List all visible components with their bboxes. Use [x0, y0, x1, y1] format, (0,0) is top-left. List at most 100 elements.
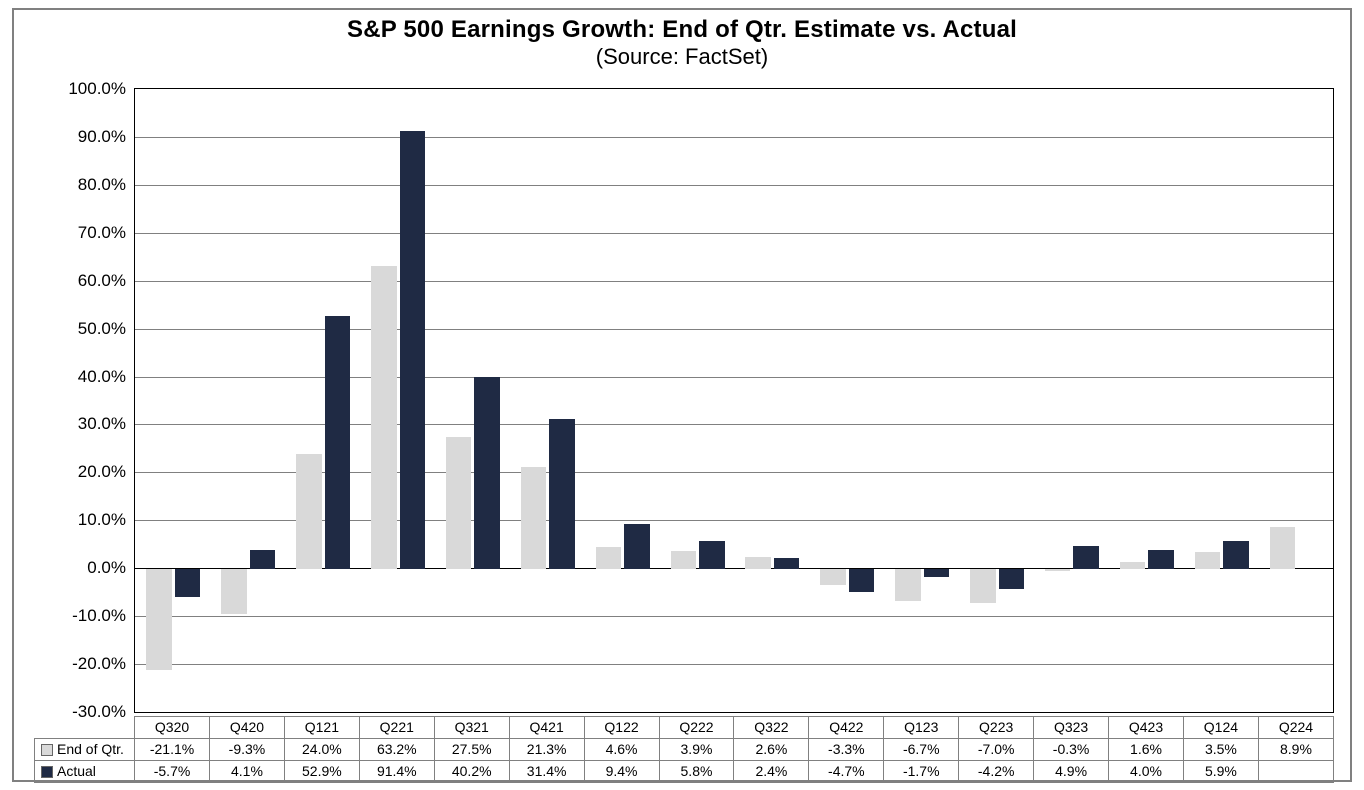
- gridline: [135, 377, 1333, 378]
- y-tick-label: 30.0%: [36, 414, 126, 434]
- data-cell: [1258, 761, 1333, 783]
- table-row: Actual-5.7%4.1%52.9%91.4%40.2%31.4%9.4%5…: [35, 761, 1334, 783]
- category-label: Q224: [1258, 717, 1333, 739]
- gridline: [135, 233, 1333, 234]
- y-tick-label: 40.0%: [36, 367, 126, 387]
- data-cell: -7.0%: [959, 739, 1034, 761]
- y-tick-label: 60.0%: [36, 271, 126, 291]
- category-label: Q423: [1109, 717, 1184, 739]
- data-cell: 1.6%: [1109, 739, 1184, 761]
- data-cell: 8.9%: [1258, 739, 1333, 761]
- bar-end-of-qtr-: [521, 467, 546, 569]
- data-cell: 2.4%: [734, 761, 809, 783]
- bar-end-of-qtr-: [970, 569, 995, 603]
- gridline: [135, 329, 1333, 330]
- bar-actual: [1148, 550, 1173, 569]
- data-cell: 4.1%: [209, 761, 284, 783]
- data-cell: 24.0%: [284, 739, 359, 761]
- data-cell: -4.7%: [809, 761, 884, 783]
- bar-actual: [1223, 541, 1248, 569]
- data-cell: 3.5%: [1183, 739, 1258, 761]
- bar-end-of-qtr-: [1195, 552, 1220, 569]
- category-label: Q123: [884, 717, 959, 739]
- chart-title: S&P 500 Earnings Growth: End of Qtr. Est…: [14, 16, 1350, 44]
- chart-frame: S&P 500 Earnings Growth: End of Qtr. Est…: [12, 8, 1352, 782]
- bar-end-of-qtr-: [146, 569, 171, 670]
- category-label: Q421: [509, 717, 584, 739]
- category-label: Q320: [135, 717, 210, 739]
- bar-actual: [400, 131, 425, 569]
- gridline: [135, 185, 1333, 186]
- table-row: End of Qtr. -21.1%-9.3%24.0%63.2%27.5%21.…: [35, 739, 1334, 761]
- bar-end-of-qtr-: [596, 547, 621, 569]
- bar-actual: [999, 569, 1024, 589]
- data-cell: 40.2%: [434, 761, 509, 783]
- category-label: Q422: [809, 717, 884, 739]
- data-cell: -9.3%: [209, 739, 284, 761]
- category-label: Q221: [359, 717, 434, 739]
- data-cell: -5.7%: [135, 761, 210, 783]
- bar-actual: [774, 558, 799, 570]
- gridline: [135, 664, 1333, 665]
- data-cell: -21.1%: [135, 739, 210, 761]
- y-tick-label: 10.0%: [36, 510, 126, 530]
- data-cell: 27.5%: [434, 739, 509, 761]
- legend-label: End of Qtr.: [35, 739, 135, 761]
- data-cell: -3.3%: [809, 739, 884, 761]
- y-tick-label: -20.0%: [36, 654, 126, 674]
- table-corner-empty: [35, 717, 135, 739]
- data-cell: 91.4%: [359, 761, 434, 783]
- bar-actual: [624, 524, 649, 569]
- bar-actual: [175, 569, 200, 596]
- bar-end-of-qtr-: [371, 266, 396, 569]
- data-cell: 4.6%: [584, 739, 659, 761]
- bar-end-of-qtr-: [671, 551, 696, 570]
- bar-actual: [1073, 546, 1098, 569]
- data-table: Q320Q420Q121Q221Q321Q421Q122Q222Q322Q422…: [34, 716, 1334, 783]
- category-label: Q121: [284, 717, 359, 739]
- data-cell: 31.4%: [509, 761, 584, 783]
- data-cell: 52.9%: [284, 761, 359, 783]
- data-cell: 5.9%: [1183, 761, 1258, 783]
- plot-area: [134, 88, 1334, 713]
- legend-swatch-icon: [41, 766, 53, 778]
- data-cell: -6.7%: [884, 739, 959, 761]
- y-tick-label: 70.0%: [36, 223, 126, 243]
- bar-actual: [474, 377, 499, 570]
- data-cell: -4.2%: [959, 761, 1034, 783]
- bar-actual: [849, 569, 874, 592]
- gridline: [135, 424, 1333, 425]
- y-tick-label: 100.0%: [36, 79, 126, 99]
- bar-end-of-qtr-: [1120, 562, 1145, 570]
- bar-end-of-qtr-: [895, 569, 920, 601]
- bar-end-of-qtr-: [446, 437, 471, 569]
- category-label: Q322: [734, 717, 809, 739]
- legend-text: End of Qtr.: [57, 741, 124, 757]
- chart-subtitle: (Source: FactSet): [14, 44, 1350, 70]
- bar-actual: [549, 419, 574, 569]
- y-tick-label: 90.0%: [36, 127, 126, 147]
- y-tick-label: 20.0%: [36, 462, 126, 482]
- data-cell: 63.2%: [359, 739, 434, 761]
- y-tick-label: -10.0%: [36, 606, 126, 626]
- data-cell: 4.0%: [1109, 761, 1184, 783]
- legend-label: Actual: [35, 761, 135, 783]
- legend-text: Actual: [57, 763, 96, 779]
- data-cell: -0.3%: [1034, 739, 1109, 761]
- table-header-row: Q320Q420Q121Q221Q321Q421Q122Q222Q322Q422…: [35, 717, 1334, 739]
- category-label: Q122: [584, 717, 659, 739]
- category-label: Q321: [434, 717, 509, 739]
- data-cell: 21.3%: [509, 739, 584, 761]
- data-cell: -1.7%: [884, 761, 959, 783]
- category-label: Q223: [959, 717, 1034, 739]
- bar-actual: [250, 550, 275, 570]
- category-label: Q222: [659, 717, 734, 739]
- bar-end-of-qtr-: [296, 454, 321, 569]
- data-cell: 5.8%: [659, 761, 734, 783]
- y-tick-label: 0.0%: [36, 558, 126, 578]
- y-tick-label: 50.0%: [36, 319, 126, 339]
- category-label: Q323: [1034, 717, 1109, 739]
- y-tick-label: 80.0%: [36, 175, 126, 195]
- gridline: [135, 616, 1333, 617]
- data-cell: 2.6%: [734, 739, 809, 761]
